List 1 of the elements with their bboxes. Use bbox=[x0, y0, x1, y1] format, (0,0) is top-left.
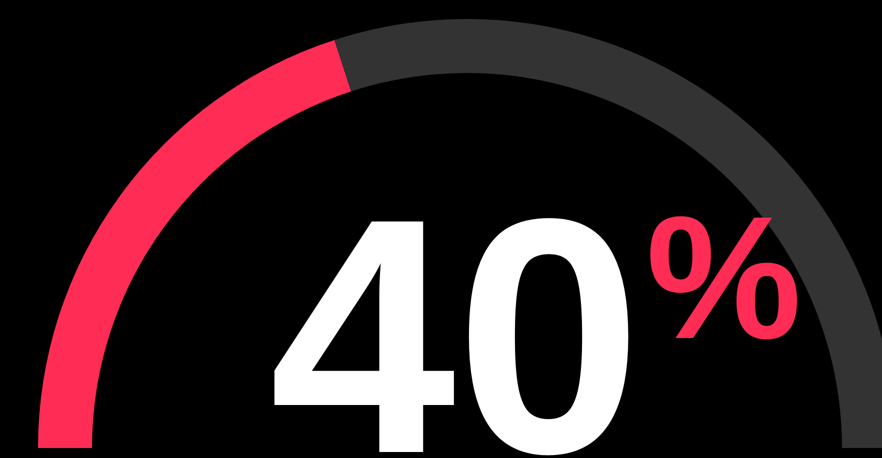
text: 40% bbox=[269, 149, 802, 458]
